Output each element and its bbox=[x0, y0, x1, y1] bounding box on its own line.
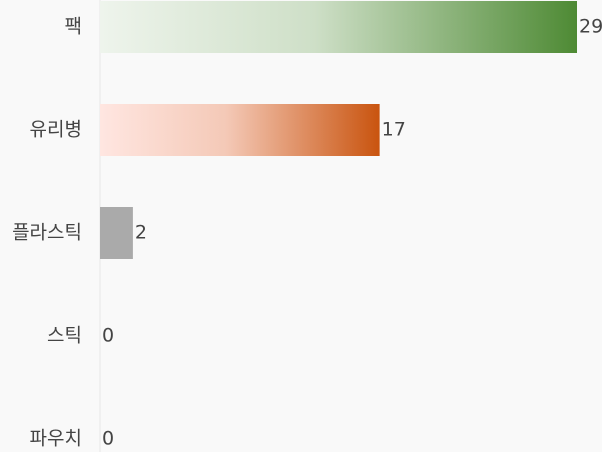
value-label: 0 bbox=[102, 428, 114, 450]
value-label: 29 bbox=[579, 16, 602, 38]
y-tick-label: 플라스틱 bbox=[12, 222, 82, 244]
y-tick-label: 스틱 bbox=[47, 325, 82, 347]
bar bbox=[100, 1, 577, 53]
value-label: 17 bbox=[382, 119, 406, 141]
y-tick-label: 파우치 bbox=[30, 428, 82, 450]
bar bbox=[100, 207, 133, 259]
y-tick-label: 팩 bbox=[65, 16, 82, 38]
y-tick-label: 유리병 bbox=[30, 119, 82, 141]
value-label: 2 bbox=[135, 222, 147, 244]
bar bbox=[100, 104, 380, 156]
value-label: 0 bbox=[102, 325, 114, 347]
